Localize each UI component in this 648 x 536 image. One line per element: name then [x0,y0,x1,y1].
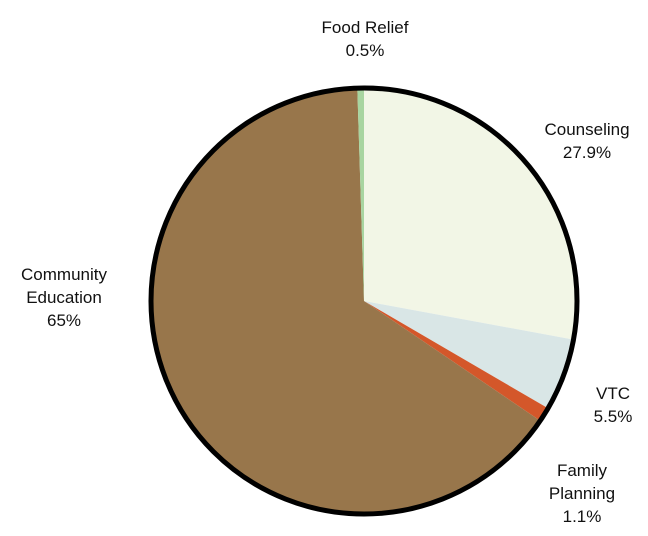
label-family-planning-name-line2: Planning [548,484,616,503]
label-community-education-name-line2: Education [26,288,102,307]
label-community-education-value: 65% [46,311,82,330]
label-counseling-name: Counseling [544,120,630,139]
pie-slice-vtc [364,301,574,409]
pie-slice-counseling [364,88,577,340]
label-counseling: Counseling 27.9% [528,118,646,164]
label-food-relief-name: Food Relief [321,18,409,37]
label-food-relief: Food Relief 0.5% [290,16,440,62]
label-vtc-name: VTC [596,384,630,403]
label-family-planning: Family Planning 1.1% [530,459,634,528]
pie-border [148,85,580,517]
label-community-education: Community Education 65% [0,263,128,332]
label-vtc: VTC 5.5% [578,382,648,428]
pie-slice-food-relief [357,88,364,301]
label-family-planning-name-line1: Family [556,461,608,480]
label-family-planning-value: 1.1% [562,507,602,526]
pie-slice-community-education [150,88,541,515]
label-community-education-name-line1: Community [21,265,107,284]
label-vtc-value: 5.5% [593,407,633,426]
pie-slices [150,88,577,515]
label-counseling-value: 27.9% [562,143,612,162]
label-food-relief-value: 0.5% [345,41,385,60]
pie-slice-family-planning [364,301,549,421]
